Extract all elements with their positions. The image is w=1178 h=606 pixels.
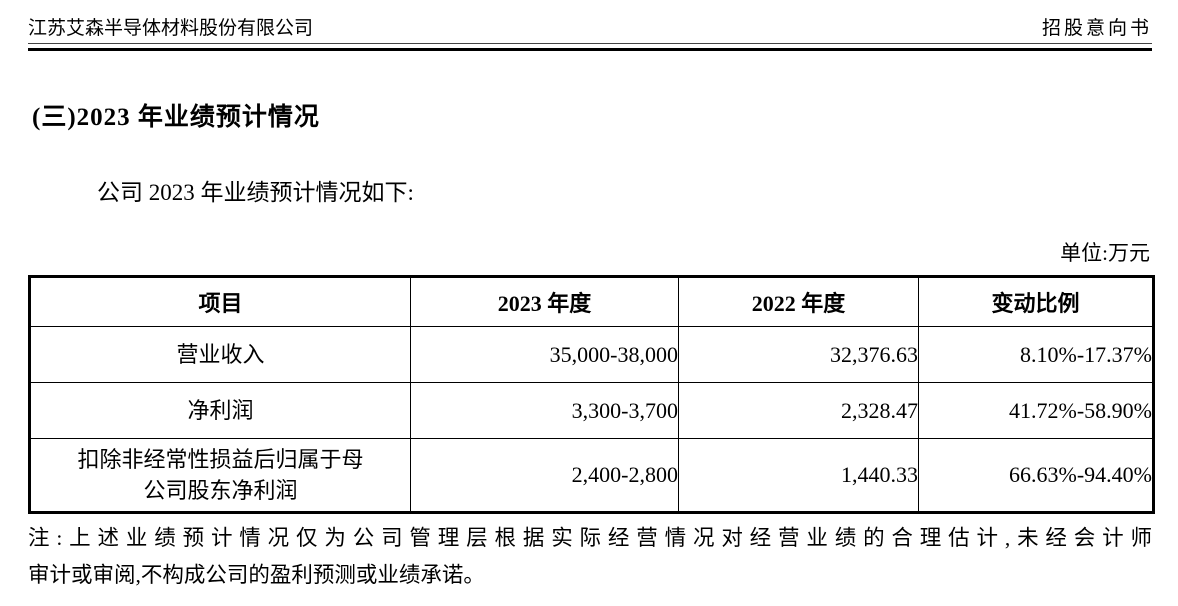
row-value: 3,300-3,700 <box>410 382 679 439</box>
header-doc-type: 招股意向书 <box>1041 18 1152 39</box>
performance-forecast-table: 项目 2023 年度 2022 年度 变动比例 营业收入 35,000-38,000 32… <box>28 275 1155 514</box>
unit-label: 单位:万元 <box>1060 241 1150 265</box>
row-value: 35,000-38,000 <box>410 326 679 383</box>
table-note-line1: 注:上述业绩预计情况仅为公司管理层根据实际经营情况对经营业绩的合理估计,未经会计… <box>28 526 1152 550</box>
header-company-name: 江苏艾森半导体材料股份有限公司 <box>28 18 314 39</box>
intro-paragraph: 公司 2023 年业绩预计情况如下: <box>97 180 414 205</box>
row-label: 扣除非经常性损益后归属于母 公司股东净利润 <box>29 438 411 513</box>
section-heading: (三)2023 年业绩预计情况 <box>32 104 320 131</box>
table-note: 注:上述业绩预计情况仅为公司管理层根据实际经营情况对经营业绩的合理估计,未经会计… <box>28 520 1152 594</box>
row-value: 41.72%-58.90% <box>918 382 1154 439</box>
row-label: 营业收入 <box>29 326 411 383</box>
row-value: 2,328.47 <box>678 382 919 439</box>
table-header-row: 项目 2023 年度 2022 年度 变动比例 <box>29 276 1154 327</box>
table-row: 净利润 3,300-3,700 2,328.47 41.72%-58.90% <box>29 382 1154 439</box>
column-header: 2022 年度 <box>678 276 919 327</box>
row-label: 净利润 <box>29 382 411 439</box>
table-row: 营业收入 35,000-38,000 32,376.63 8.10%-17.37% <box>29 326 1154 383</box>
row-value: 1,440.33 <box>678 438 919 513</box>
column-header: 项目 <box>29 276 411 327</box>
table-row: 扣除非经常性损益后归属于母 公司股东净利润 2,400-2,800 1,440.33… <box>29 438 1154 513</box>
column-header: 2023 年度 <box>410 276 679 327</box>
row-value: 2,400-2,800 <box>410 438 679 513</box>
header-divider-thin-line <box>28 43 1152 44</box>
header-divider <box>28 43 1152 51</box>
row-value: 32,376.63 <box>678 326 919 383</box>
row-value: 8.10%-17.37% <box>918 326 1154 383</box>
header-divider-thick-line <box>28 48 1152 51</box>
page-header: 江苏艾森半导体材料股份有限公司 招股意向书 <box>28 16 1152 42</box>
row-value: 66.63%-94.40% <box>918 438 1154 513</box>
table-note-line2: 审计或审阅,不构成公司的盈利预测或业绩承诺。 <box>28 563 485 587</box>
column-header: 变动比例 <box>918 276 1154 327</box>
